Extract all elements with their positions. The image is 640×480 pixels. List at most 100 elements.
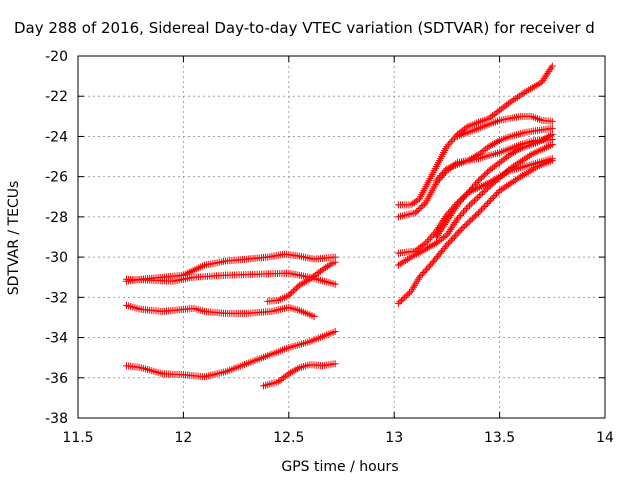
data-point <box>475 151 483 159</box>
data-point <box>487 165 495 173</box>
data-point <box>325 261 333 269</box>
data-point <box>405 254 413 262</box>
data-point <box>436 236 444 244</box>
data-point <box>469 154 477 162</box>
data-point <box>431 240 439 248</box>
data-point <box>511 176 519 184</box>
data-point <box>496 159 504 167</box>
data-point <box>301 278 309 286</box>
data-point <box>331 258 339 266</box>
data-point <box>548 140 556 148</box>
data-point <box>295 281 303 289</box>
data-point <box>539 76 547 84</box>
data-point <box>501 155 509 163</box>
data-point <box>435 229 443 237</box>
data-point <box>455 213 463 221</box>
data-point <box>308 274 316 282</box>
data-point <box>473 178 481 186</box>
data-point <box>401 293 409 301</box>
data-point <box>476 207 484 215</box>
data-point <box>520 155 528 163</box>
data-point <box>499 104 507 112</box>
data-point <box>440 168 448 176</box>
data-point <box>448 224 456 232</box>
data-point <box>467 200 475 208</box>
data-point <box>436 228 444 236</box>
data-point <box>438 235 446 243</box>
data-point <box>471 153 479 161</box>
data-point <box>483 144 491 152</box>
x-tick-label: 12 <box>174 430 192 446</box>
data-point <box>468 184 476 192</box>
data-point <box>470 213 478 221</box>
data-point <box>285 291 293 299</box>
data-point <box>313 270 321 278</box>
data-point <box>479 172 487 180</box>
data-point <box>439 222 447 230</box>
data-point <box>513 147 521 155</box>
data-point <box>447 137 455 145</box>
data-point <box>503 153 511 161</box>
series-s3 <box>122 301 318 320</box>
y-tick-label: -28 <box>45 210 68 226</box>
series-s10 <box>394 140 556 269</box>
data-point <box>490 193 498 201</box>
data-point <box>494 160 502 168</box>
data-point <box>278 375 286 383</box>
data-point <box>485 114 493 122</box>
data-point <box>455 228 463 236</box>
data-point <box>446 226 454 234</box>
data-point <box>441 220 449 228</box>
data-point <box>446 139 454 147</box>
data-point <box>540 75 548 83</box>
data-point <box>311 271 319 279</box>
data-point <box>506 151 514 159</box>
data-point <box>497 105 505 113</box>
data-point <box>294 365 302 373</box>
data-point <box>280 374 288 382</box>
data-point <box>427 242 435 250</box>
data-point <box>547 64 555 72</box>
data-point <box>476 175 484 183</box>
data-point <box>292 366 300 374</box>
data-point <box>443 143 451 150</box>
data-point <box>458 196 466 204</box>
data-point <box>445 213 453 221</box>
data-point <box>510 177 518 185</box>
y-tick-label: -26 <box>45 170 68 186</box>
data-point <box>464 219 472 227</box>
x-tick-label: 11.5 <box>62 430 93 446</box>
data-point <box>473 152 481 160</box>
data-point <box>444 239 452 247</box>
data-point <box>508 150 516 158</box>
data-point <box>403 255 411 263</box>
data-point <box>448 210 456 218</box>
data-point <box>467 155 475 163</box>
data-point <box>310 312 318 320</box>
data-point <box>504 152 512 160</box>
data-point <box>515 159 523 167</box>
data-point <box>413 207 421 215</box>
data-point <box>452 217 460 225</box>
data-point <box>462 190 470 198</box>
series-s5 <box>122 328 339 381</box>
data-point <box>479 204 487 212</box>
data-point <box>489 112 497 120</box>
data-point <box>306 275 314 283</box>
data-point <box>455 199 463 207</box>
data-point <box>482 145 490 153</box>
data-point <box>459 223 467 231</box>
grid-lines <box>78 56 605 418</box>
data-point <box>434 238 442 246</box>
data-point <box>426 234 434 242</box>
data-point <box>459 194 467 202</box>
data-point <box>469 198 477 206</box>
data-point <box>538 78 546 86</box>
data-point <box>290 367 298 375</box>
data-point <box>304 276 312 284</box>
data-point <box>434 175 442 183</box>
y-tick-label: -34 <box>45 331 68 347</box>
data-point <box>398 259 406 267</box>
data-point <box>482 170 490 178</box>
data-point <box>425 243 433 251</box>
